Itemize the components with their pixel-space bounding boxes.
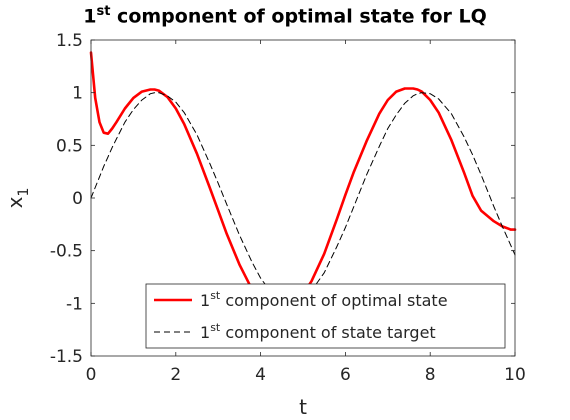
- legend-label-base: 1: [200, 323, 210, 342]
- legend-label-sup: st: [210, 289, 221, 302]
- y-axis-label-sub: 1: [16, 188, 32, 197]
- y-axis-label: x1: [3, 188, 32, 209]
- y-tick-label: 0: [72, 189, 83, 209]
- x-tick-label: 0: [86, 365, 97, 385]
- y-tick-label: 1.5: [56, 31, 83, 51]
- x-tick-label: 10: [504, 365, 526, 385]
- chart-title-base: 1: [83, 5, 97, 28]
- legend-label-rest: component of state target: [220, 323, 435, 342]
- x-tick-label: 4: [255, 365, 266, 385]
- legend-label-2: 1st component of state target: [200, 321, 436, 342]
- legend-label-rest: component of optimal state: [220, 291, 447, 310]
- legend-label-base: 1: [200, 291, 210, 310]
- chart-title-sup: st: [96, 4, 111, 19]
- y-tick-label: -1.5: [50, 347, 83, 367]
- legend-label-1: 1st component of optimal state: [200, 289, 448, 310]
- legend-box: [145, 283, 506, 349]
- x-tick-label: 8: [425, 365, 436, 385]
- y-tick-label: -0.5: [50, 242, 83, 262]
- chart-title: 1st component of optimal state for LQ: [0, 4, 570, 27]
- y-tick-label: 0.5: [56, 136, 83, 156]
- y-tick-label: 1: [72, 84, 83, 104]
- y-tick-label: -1: [66, 294, 83, 314]
- legend-label-sup: st: [210, 321, 221, 334]
- x-axis-label: t: [299, 395, 307, 419]
- chart-title-rest: component of optimal state for LQ: [110, 5, 487, 28]
- x-tick-label: 2: [170, 365, 181, 385]
- x-tick-label: 6: [340, 365, 351, 385]
- y-axis-label-base: x: [3, 196, 27, 208]
